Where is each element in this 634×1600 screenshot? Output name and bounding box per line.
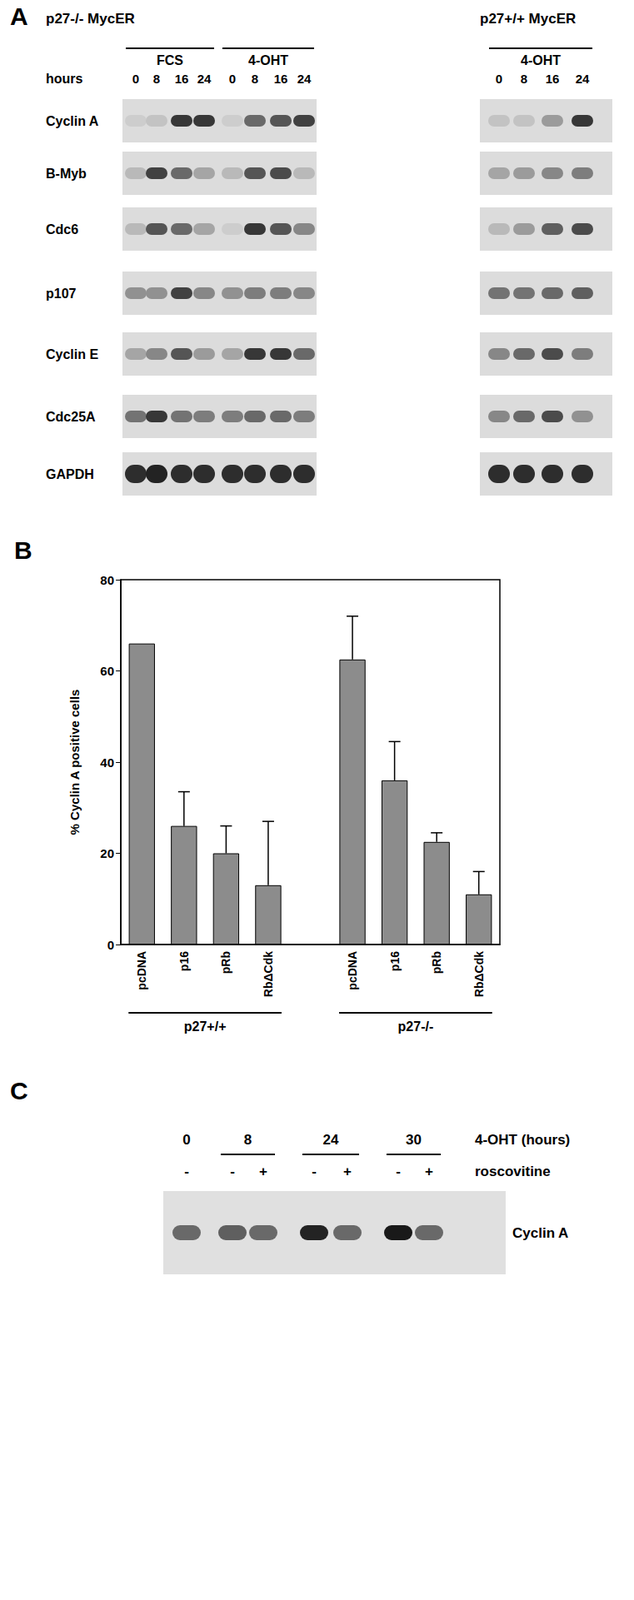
svg-text:-: - bbox=[395, 1163, 401, 1180]
svg-text:A: A bbox=[9, 2, 29, 30]
svg-text:24: 24 bbox=[575, 71, 590, 86]
svg-text:p27+/+ MycER: p27+/+ MycER bbox=[479, 10, 576, 27]
svg-text:16: 16 bbox=[174, 71, 190, 86]
svg-text:RbΔCdk: RbΔCdk bbox=[472, 951, 486, 998]
svg-text:roscovitine: roscovitine bbox=[474, 1163, 551, 1180]
svg-text:4-OHT (hours): 4-OHT (hours) bbox=[474, 1132, 570, 1149]
svg-text:p107: p107 bbox=[45, 286, 77, 301]
svg-text:Cyclin A: Cyclin A bbox=[45, 114, 100, 129]
svg-text:-: - bbox=[229, 1163, 235, 1180]
svg-text:-: - bbox=[184, 1163, 190, 1180]
svg-text:4-OHT: 4-OHT bbox=[520, 53, 561, 68]
svg-text:8: 8 bbox=[153, 71, 160, 86]
svg-text:-: - bbox=[311, 1163, 317, 1180]
svg-text:FCS: FCS bbox=[156, 53, 184, 68]
svg-text:pcDNA: pcDNA bbox=[134, 951, 149, 991]
svg-text:8: 8 bbox=[251, 71, 259, 86]
svg-text:16: 16 bbox=[545, 71, 560, 86]
svg-text:Cyclin A: Cyclin A bbox=[512, 1225, 569, 1242]
svg-text:p27+/+: p27+/+ bbox=[184, 1019, 227, 1034]
svg-text:p16: p16 bbox=[388, 951, 402, 972]
svg-text:p27-/- MycER: p27-/- MycER bbox=[45, 10, 135, 27]
svg-text:% Cyclin A positive cells: % Cyclin A positive cells bbox=[67, 689, 82, 836]
svg-text:pRb: pRb bbox=[219, 951, 233, 974]
svg-text:B: B bbox=[14, 536, 33, 565]
svg-text:60: 60 bbox=[99, 663, 115, 679]
svg-text:30: 30 bbox=[405, 1132, 422, 1149]
svg-text:pRb: pRb bbox=[429, 951, 444, 974]
svg-text:40: 40 bbox=[99, 755, 115, 770]
svg-text:80: 80 bbox=[99, 573, 115, 588]
svg-text:Cdc25A: Cdc25A bbox=[45, 409, 96, 425]
svg-text:24: 24 bbox=[197, 71, 212, 86]
svg-text:GAPDH: GAPDH bbox=[45, 467, 95, 482]
svg-text:16: 16 bbox=[274, 71, 289, 86]
svg-text:0: 0 bbox=[182, 1132, 190, 1149]
svg-text:20: 20 bbox=[99, 846, 115, 861]
svg-text:0: 0 bbox=[107, 938, 115, 953]
svg-text:hours: hours bbox=[45, 71, 84, 86]
svg-text:4-OHT: 4-OHT bbox=[248, 53, 289, 68]
svg-text:24: 24 bbox=[297, 71, 312, 86]
svg-text:0: 0 bbox=[495, 71, 503, 86]
svg-text:Cdc6: Cdc6 bbox=[45, 222, 79, 237]
svg-text:+: + bbox=[259, 1163, 268, 1180]
svg-text:pcDNA: pcDNA bbox=[345, 951, 360, 991]
svg-text:0: 0 bbox=[229, 71, 236, 86]
svg-text:Cyclin E: Cyclin E bbox=[45, 347, 99, 362]
svg-text:C: C bbox=[9, 1077, 29, 1105]
svg-text:p27-/-: p27-/- bbox=[398, 1019, 435, 1034]
svg-text:+: + bbox=[343, 1163, 352, 1180]
svg-text:B-Myb: B-Myb bbox=[45, 166, 87, 181]
svg-text:8: 8 bbox=[520, 71, 528, 86]
svg-text:+: + bbox=[424, 1163, 434, 1180]
svg-text:0: 0 bbox=[132, 71, 140, 86]
svg-text:24: 24 bbox=[323, 1132, 340, 1149]
svg-text:8: 8 bbox=[244, 1132, 252, 1149]
svg-text:RbΔCdk: RbΔCdk bbox=[261, 951, 275, 998]
svg-text:p16: p16 bbox=[177, 951, 191, 972]
